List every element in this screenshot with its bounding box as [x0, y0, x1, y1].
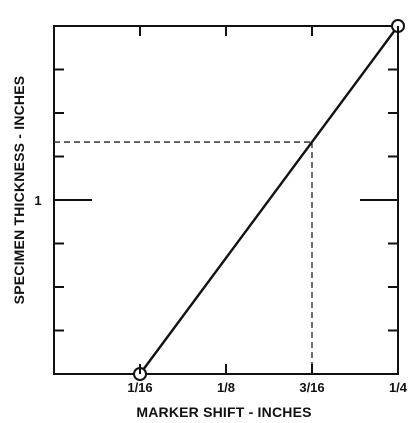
x-tick-label-1: 1/8 [217, 380, 235, 395]
tick-labels: 1/16 1/8 3/16 1/4 1 [34, 193, 407, 395]
x-tick-label-0: 1/16 [127, 380, 152, 395]
reference-guides [54, 141, 313, 374]
x-tick-label-3: 1/4 [389, 380, 408, 395]
x-tick-label-2: 3/16 [299, 380, 324, 395]
series-line-0 [139, 25, 399, 375]
y-tick-label-0: 1 [34, 193, 41, 208]
x-axis-title: MARKER SHIFT - INCHES [136, 404, 311, 420]
plot-frame [53, 25, 399, 375]
y-axis-title: SPECIMEN THICKNESS - INCHES [11, 76, 27, 305]
plot-border [53, 25, 399, 375]
axis-ticks [54, 26, 399, 374]
